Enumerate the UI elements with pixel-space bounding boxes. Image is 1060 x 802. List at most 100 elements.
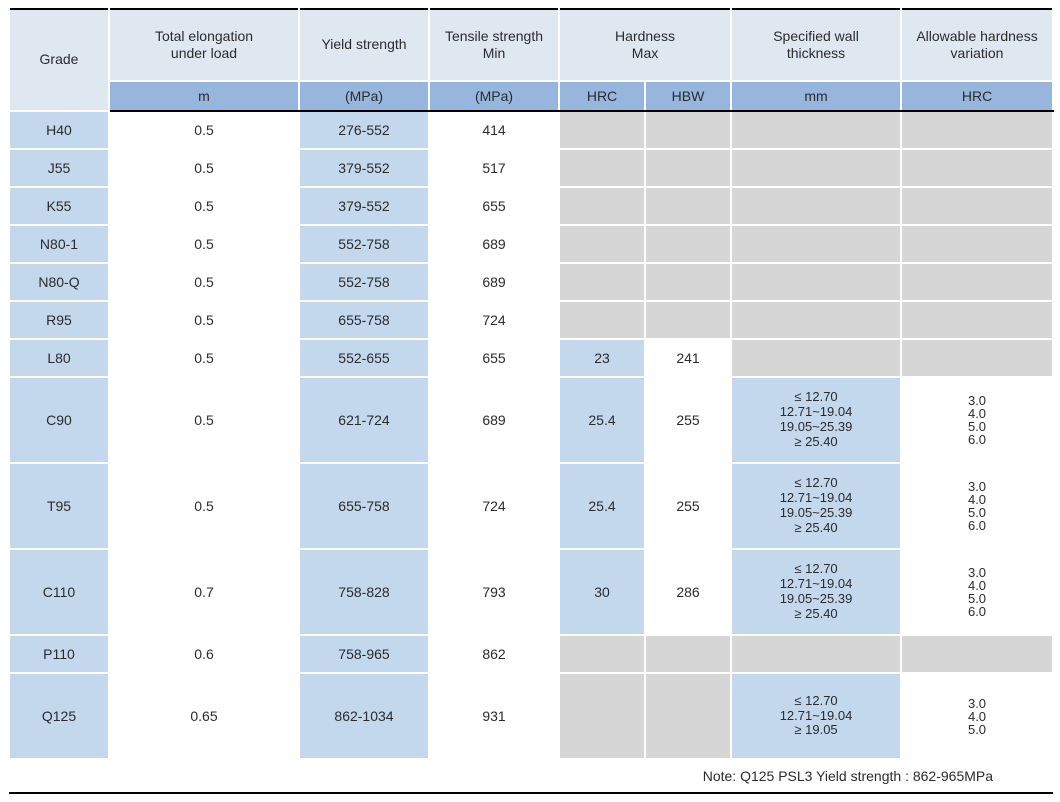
table-row: N80-10.5552-758689 [9, 225, 1053, 263]
cell-hrc [559, 263, 645, 301]
table-row: L800.5552-65565523241 [9, 339, 1053, 377]
cell-wall: ≤ 12.70 12.71~19.04 19.05~25.39 ≥ 25.40 [731, 463, 901, 549]
cell-allow [901, 339, 1053, 377]
cell-hrc: 25.4 [559, 463, 645, 549]
cell-hbw [645, 111, 731, 149]
cell-yield: 379-552 [299, 149, 429, 187]
cell-tensile: 931 [429, 673, 559, 759]
cell-allow [901, 301, 1053, 339]
cell-tensile: 862 [429, 635, 559, 673]
cell-hbw: 286 [645, 549, 731, 635]
cell-tensile: 793 [429, 549, 559, 635]
hdr-allow: Allowable hardness variation [901, 9, 1053, 81]
cell-hrc [559, 301, 645, 339]
cell-yield: 379-552 [299, 187, 429, 225]
cell-hrc [559, 149, 645, 187]
cell-allow [901, 225, 1053, 263]
cell-hbw [645, 149, 731, 187]
cell-hrc [559, 111, 645, 149]
unit-wall: mm [731, 81, 901, 111]
cell-tensile: 517 [429, 149, 559, 187]
cell-yield: 552-758 [299, 225, 429, 263]
cell-hbw [645, 673, 731, 759]
hdr-elong: Total elongation under load [109, 9, 299, 81]
cell-grade: L80 [9, 339, 109, 377]
cell-elong: 0.6 [109, 635, 299, 673]
cell-yield: 621-724 [299, 377, 429, 463]
cell-grade: C90 [9, 377, 109, 463]
cell-allow: 3.0 4.0 5.0 6.0 [901, 549, 1053, 635]
cell-hbw [645, 635, 731, 673]
cell-yield: 655-758 [299, 463, 429, 549]
cell-elong: 0.5 [109, 187, 299, 225]
cell-grade: T95 [9, 463, 109, 549]
cell-allow: 3.0 4.0 5.0 6.0 [901, 463, 1053, 549]
cell-allow: 3.0 4.0 5.0 [901, 673, 1053, 759]
cell-tensile: 689 [429, 377, 559, 463]
cell-wall [731, 339, 901, 377]
table-row: C1100.7758-82879330286≤ 12.70 12.71~19.0… [9, 549, 1053, 635]
cell-grade: C110 [9, 549, 109, 635]
unit-elong: m [109, 81, 299, 111]
cell-hrc [559, 635, 645, 673]
unit-hbw: HBW [645, 81, 731, 111]
cell-hrc: 23 [559, 339, 645, 377]
cell-wall [731, 301, 901, 339]
cell-hrc [559, 673, 645, 759]
cell-grade: Q125 [9, 673, 109, 759]
cell-tensile: 414 [429, 111, 559, 149]
cell-elong: 0.5 [109, 301, 299, 339]
cell-elong: 0.5 [109, 339, 299, 377]
cell-grade: N80-Q [9, 263, 109, 301]
cell-tensile: 724 [429, 463, 559, 549]
cell-tensile: 689 [429, 263, 559, 301]
cell-wall [731, 111, 901, 149]
cell-tensile: 655 [429, 339, 559, 377]
cell-yield: 758-965 [299, 635, 429, 673]
cell-allow [901, 187, 1053, 225]
cell-tensile: 689 [429, 225, 559, 263]
hdr-wall: Specified wall thickness [731, 9, 901, 81]
table-row: H400.5276-552414 [9, 111, 1053, 149]
cell-allow [901, 111, 1053, 149]
cell-elong: 0.5 [109, 377, 299, 463]
cell-hrc [559, 187, 645, 225]
cell-hbw [645, 263, 731, 301]
cell-elong: 0.5 [109, 225, 299, 263]
unit-allow: HRC [901, 81, 1053, 111]
table-row: K550.5379-552655 [9, 187, 1053, 225]
cell-grade: R95 [9, 301, 109, 339]
cell-elong: 0.7 [109, 549, 299, 635]
cell-hrc: 30 [559, 549, 645, 635]
cell-elong: 0.5 [109, 263, 299, 301]
hdr-hardness: Hardness Max [559, 9, 731, 81]
cell-yield: 862-1034 [299, 673, 429, 759]
spec-table: GradeTotal elongation under loadYield st… [8, 8, 1054, 794]
cell-yield: 552-655 [299, 339, 429, 377]
cell-hbw: 241 [645, 339, 731, 377]
cell-wall [731, 187, 901, 225]
table-row: C900.5621-72468925.4255≤ 12.70 12.71~19.… [9, 377, 1053, 463]
cell-elong: 0.5 [109, 149, 299, 187]
cell-allow: 3.0 4.0 5.0 6.0 [901, 377, 1053, 463]
unit-yield: (MPa) [299, 81, 429, 111]
cell-tensile: 655 [429, 187, 559, 225]
cell-hrc: 25.4 [559, 377, 645, 463]
cell-yield: 552-758 [299, 263, 429, 301]
cell-wall: ≤ 12.70 12.71~19.04 19.05~25.39 ≥ 25.40 [731, 377, 901, 463]
cell-grade: P110 [9, 635, 109, 673]
table-row: J550.5379-552517 [9, 149, 1053, 187]
table-row: Q1250.65862-1034931≤ 12.70 12.71~19.04 ≥… [9, 673, 1053, 759]
cell-hrc [559, 225, 645, 263]
hdr-grade: Grade [9, 9, 109, 111]
cell-yield: 276-552 [299, 111, 429, 149]
cell-wall: ≤ 12.70 12.71~19.04 19.05~25.39 ≥ 25.40 [731, 549, 901, 635]
cell-yield: 758-828 [299, 549, 429, 635]
cell-yield: 655-758 [299, 301, 429, 339]
table-row: P1100.6758-965862 [9, 635, 1053, 673]
table-row: N80-Q0.5552-758689 [9, 263, 1053, 301]
table-row: T950.5655-75872425.4255≤ 12.70 12.71~19.… [9, 463, 1053, 549]
cell-wall [731, 149, 901, 187]
hdr-tensile: Tensile strength Min [429, 9, 559, 81]
table-row: R950.5655-758724 [9, 301, 1053, 339]
